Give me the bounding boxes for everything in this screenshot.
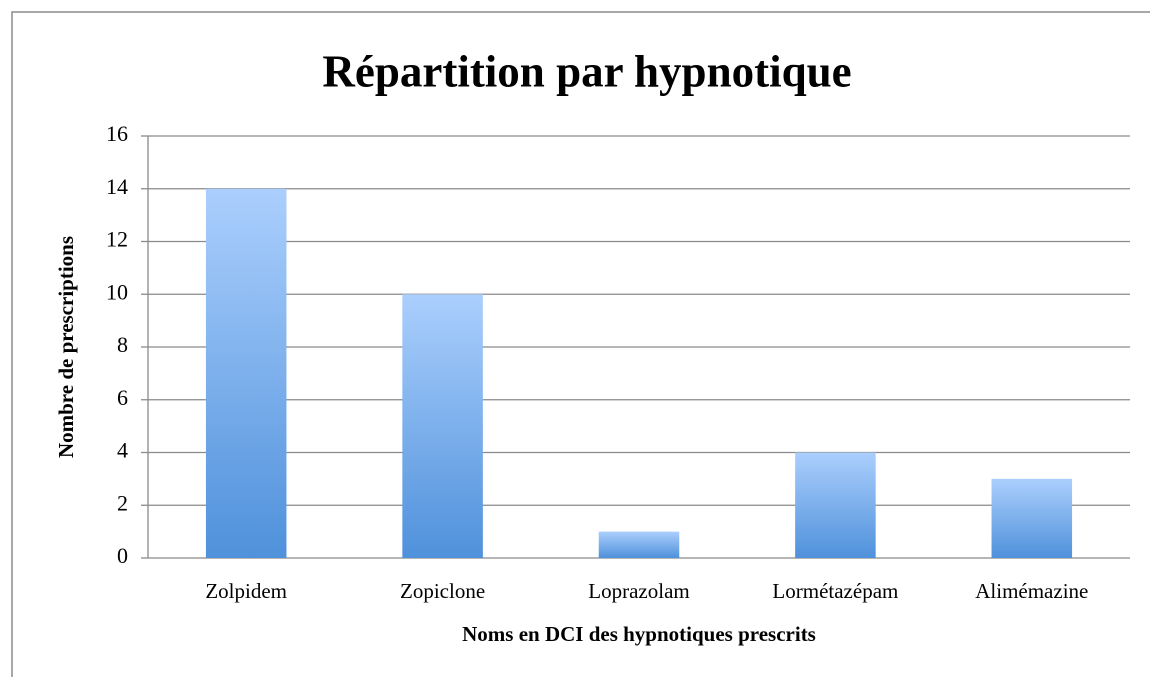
x-tick-label: Alimémazine <box>975 579 1088 603</box>
y-tick-label: 10 <box>106 279 128 304</box>
y-tick-label: 0 <box>117 543 128 568</box>
y-tick-label: 14 <box>106 174 128 199</box>
x-tick-label: Zopiclone <box>400 579 485 603</box>
y-tick-label: 6 <box>117 385 128 410</box>
x-tick-label: Zolpidem <box>205 579 287 603</box>
chart-frame <box>11 11 1150 677</box>
y-tick-label: 16 <box>106 121 128 146</box>
chart-title: Répartition par hypnotique <box>322 46 851 96</box>
bar <box>598 531 680 558</box>
bar <box>205 188 287 558</box>
bar <box>795 452 876 558</box>
y-tick-label: 2 <box>117 490 128 515</box>
bar <box>991 478 1073 558</box>
y-tick-label: 8 <box>117 332 128 357</box>
y-tick-label: 4 <box>117 438 128 463</box>
bar <box>402 294 483 558</box>
y-tick-label: 12 <box>106 227 128 252</box>
x-tick-label: Loprazolam <box>588 579 689 603</box>
x-axis-title: Noms en DCI des hypnotiques prescrits <box>462 622 816 646</box>
y-axis-title: Nombre de prescriptions <box>54 236 78 458</box>
x-tick-label: Lormétazépam <box>772 579 898 603</box>
